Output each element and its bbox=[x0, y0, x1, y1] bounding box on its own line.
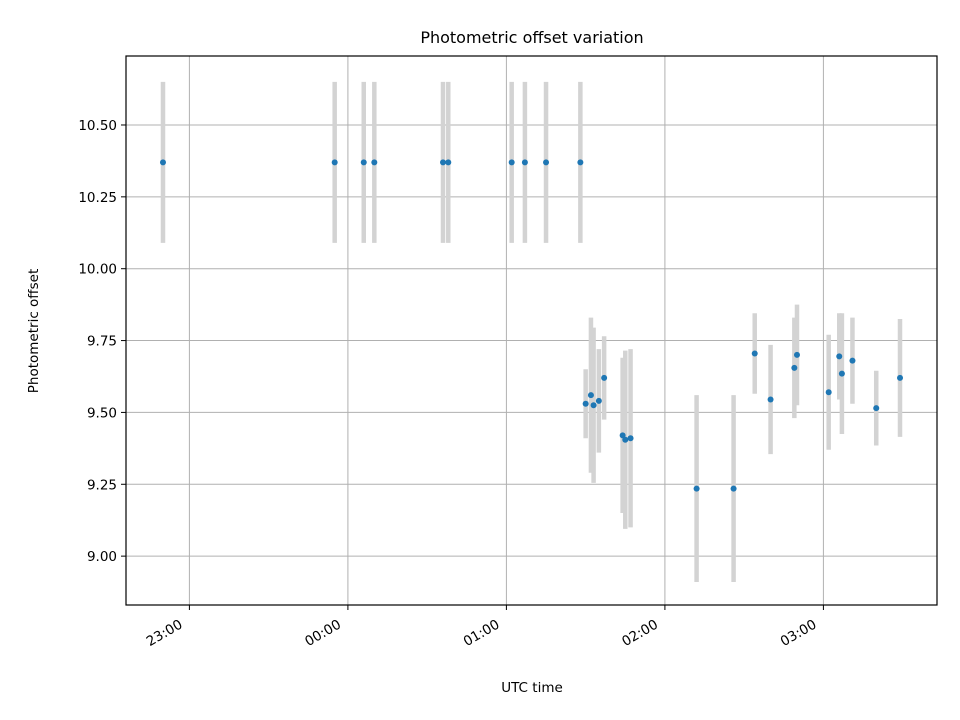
x-axis-ticks: 23:00 00:00 01:00 02:00 03:00 bbox=[144, 605, 824, 650]
data-point bbox=[622, 436, 629, 443]
data-point bbox=[836, 353, 843, 360]
data-points bbox=[159, 159, 904, 492]
y-tick-label: 9.00 bbox=[87, 549, 117, 565]
data-point bbox=[521, 159, 528, 166]
data-point bbox=[825, 389, 832, 396]
data-point bbox=[577, 159, 584, 166]
data-point bbox=[582, 400, 589, 407]
data-point bbox=[440, 159, 447, 166]
chart-title: Photometric offset variation bbox=[420, 28, 643, 47]
y-tick-label: 9.25 bbox=[87, 477, 117, 493]
data-point bbox=[445, 159, 452, 166]
data-point bbox=[693, 485, 700, 492]
y-tick-label: 10.00 bbox=[78, 262, 117, 278]
data-point bbox=[730, 485, 737, 492]
data-point bbox=[849, 357, 856, 364]
y-axis-ticks: 9.00 9.25 9.50 9.75 10.00 10.25 10.50 bbox=[78, 118, 126, 565]
data-point bbox=[791, 364, 798, 371]
data-point bbox=[543, 159, 550, 166]
data-point bbox=[838, 370, 845, 377]
data-point bbox=[587, 392, 594, 399]
data-point bbox=[897, 374, 904, 381]
data-point bbox=[627, 435, 634, 442]
y-tick-label: 10.25 bbox=[78, 190, 117, 206]
y-tick-label: 10.50 bbox=[78, 118, 117, 134]
data-point bbox=[601, 374, 608, 381]
data-point bbox=[751, 350, 758, 357]
data-point bbox=[793, 351, 800, 358]
y-tick-label: 9.75 bbox=[87, 334, 117, 350]
data-point bbox=[508, 159, 515, 166]
data-point bbox=[371, 159, 378, 166]
data-point bbox=[619, 432, 626, 439]
data-point bbox=[595, 397, 602, 404]
data-point bbox=[873, 405, 880, 412]
y-axis-label: Photometric offset bbox=[26, 269, 42, 393]
x-axis-label: UTC time bbox=[501, 680, 563, 696]
grid-lines bbox=[126, 56, 937, 605]
data-point bbox=[590, 402, 597, 409]
y-tick-label: 9.50 bbox=[87, 405, 117, 421]
data-point bbox=[159, 159, 166, 166]
plot-frame bbox=[125, 55, 938, 606]
data-point bbox=[767, 396, 774, 403]
data-point bbox=[360, 159, 367, 166]
data-point bbox=[331, 159, 338, 166]
